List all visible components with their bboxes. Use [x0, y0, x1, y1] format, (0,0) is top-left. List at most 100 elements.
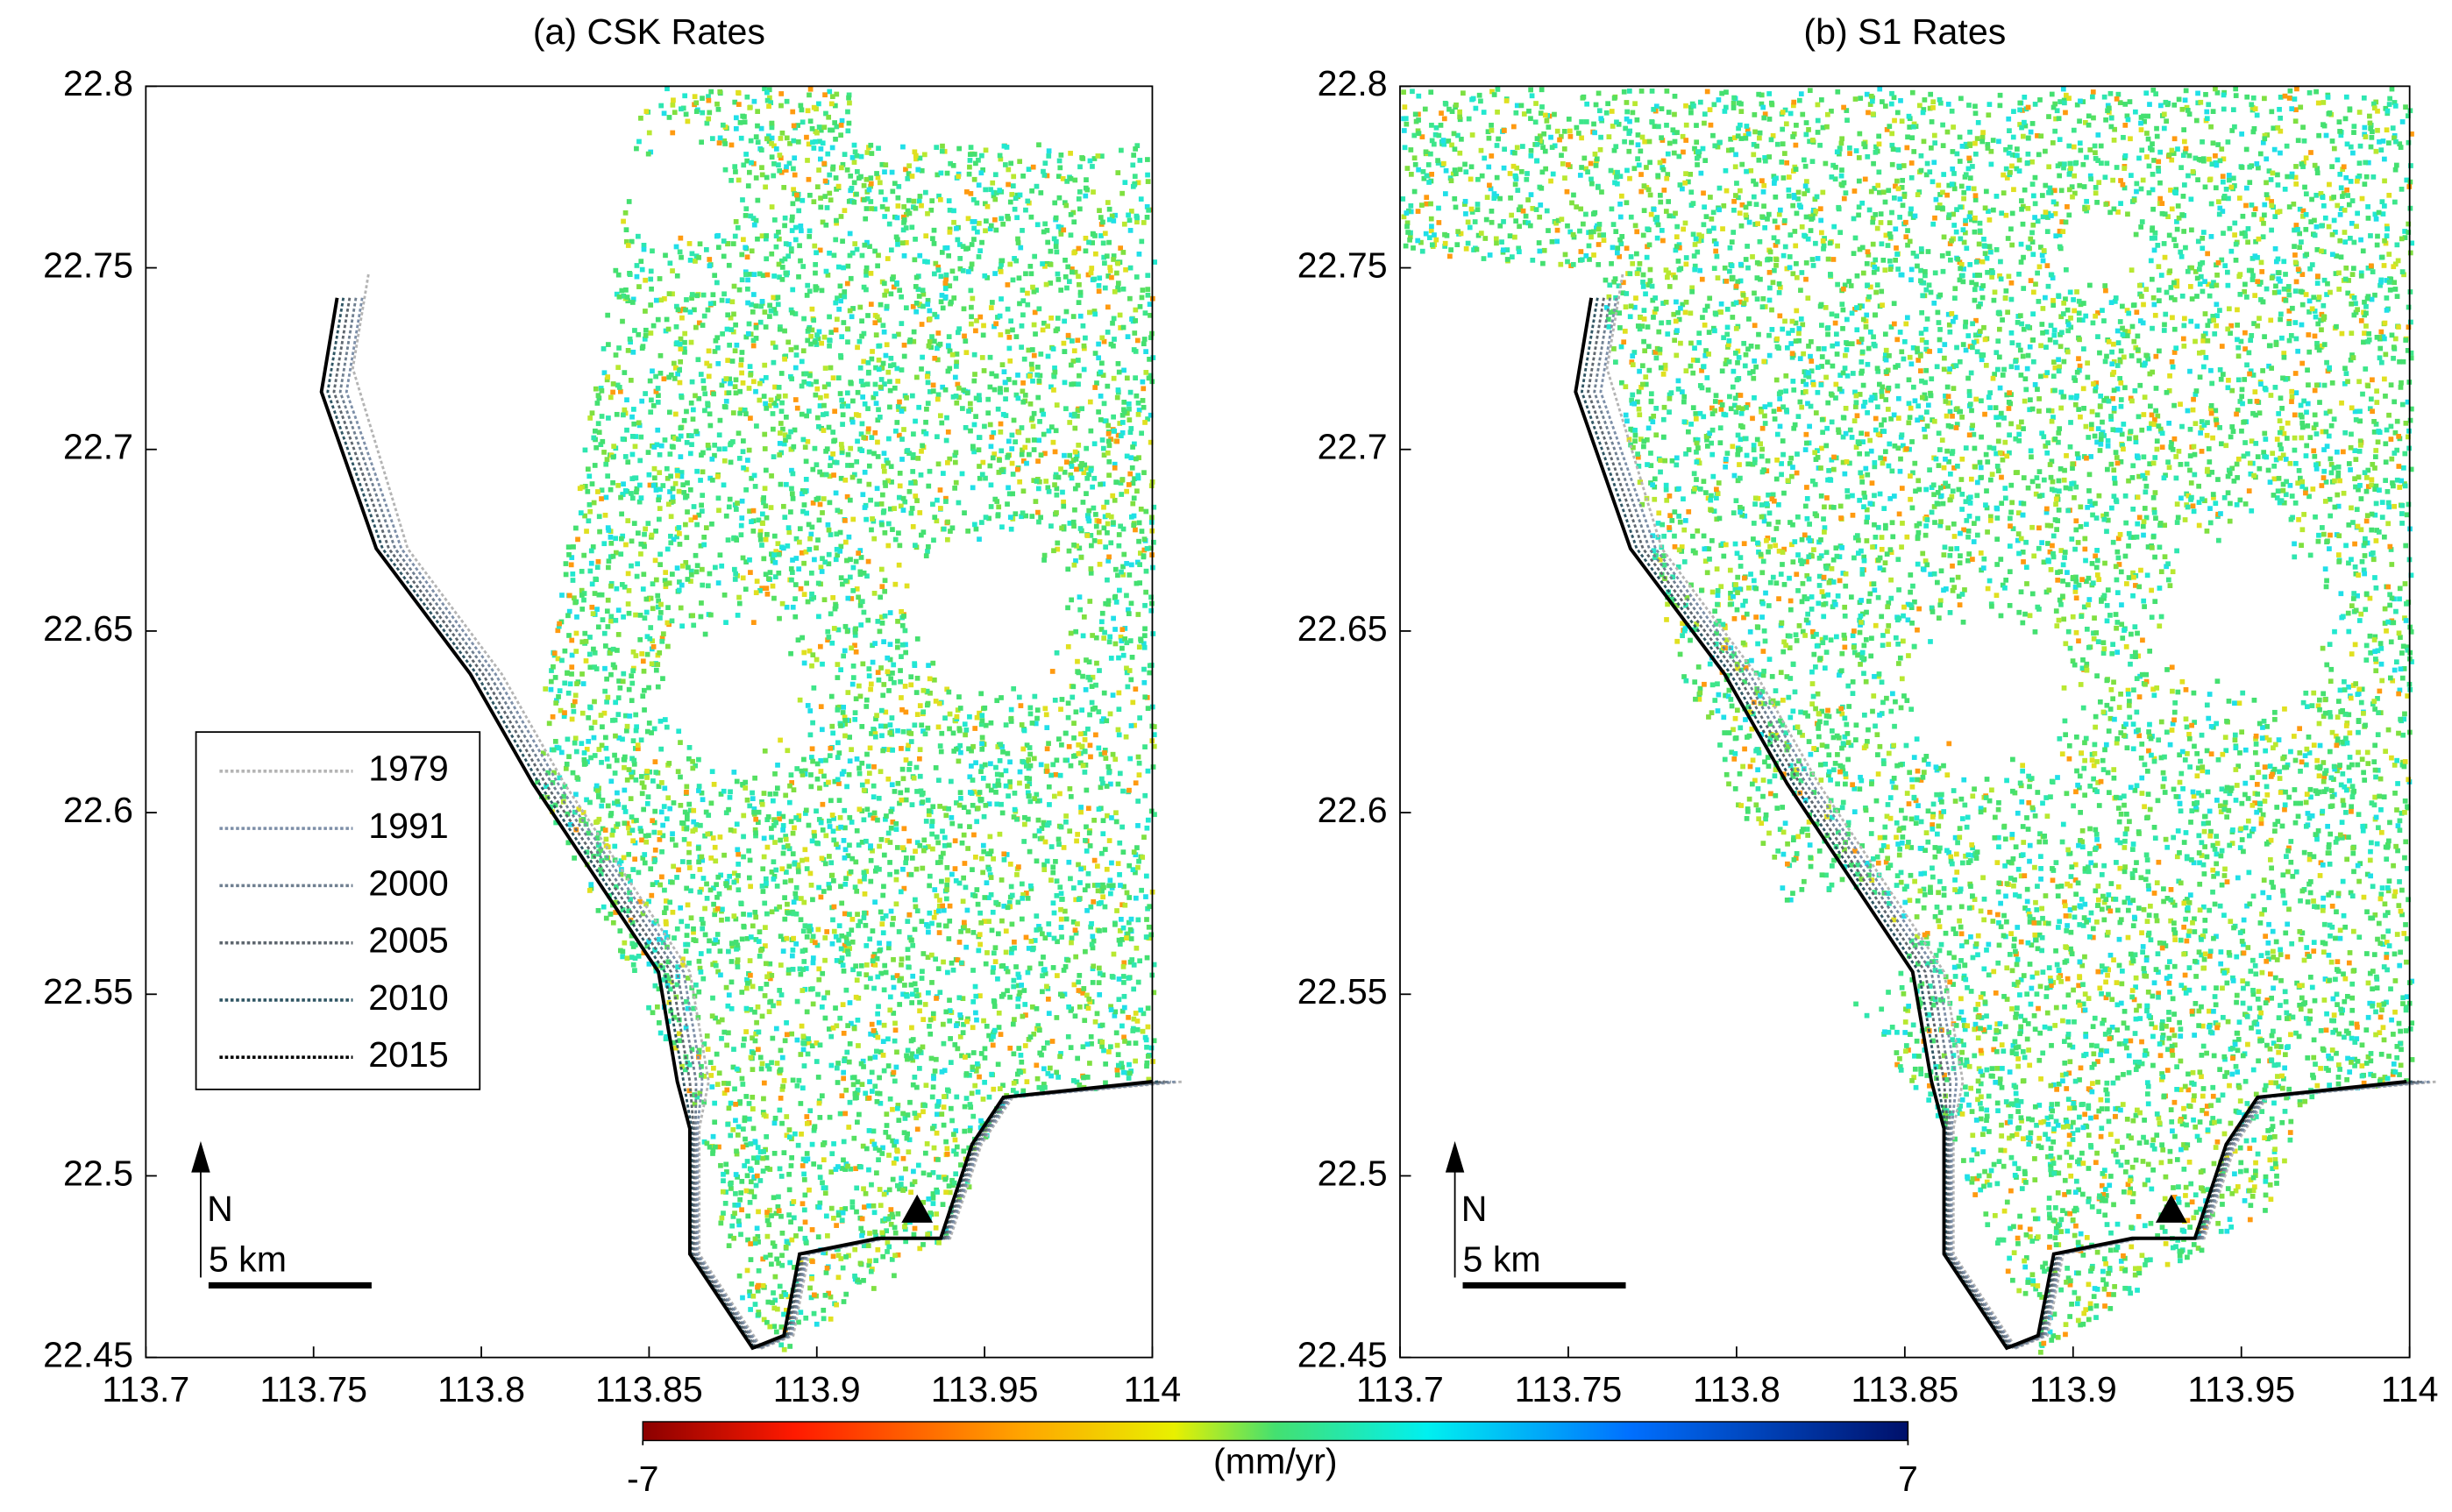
velocity-point — [901, 353, 907, 359]
velocity-point — [1142, 792, 1148, 799]
velocity-point — [1135, 979, 1141, 985]
velocity-point — [1080, 990, 1086, 996]
velocity-point — [784, 415, 789, 420]
velocity-point — [683, 1025, 689, 1031]
velocity-point — [827, 753, 833, 759]
velocity-point — [807, 118, 814, 124]
velocity-point — [894, 845, 900, 850]
velocity-point — [1096, 529, 1102, 536]
velocity-point — [919, 976, 925, 981]
velocity-point — [743, 1029, 749, 1034]
velocity-point — [904, 239, 909, 245]
velocity-point — [1067, 786, 1073, 791]
velocity-point — [966, 171, 972, 177]
velocity-point — [698, 372, 704, 377]
velocity-point — [769, 869, 775, 875]
velocity-point — [1066, 1004, 1071, 1010]
velocity-point — [721, 592, 728, 598]
velocity-point — [572, 692, 579, 699]
velocity-point — [569, 637, 575, 643]
velocity-point — [719, 382, 725, 388]
velocity-point — [600, 617, 606, 622]
velocity-point — [667, 806, 673, 812]
velocity-point — [998, 421, 1004, 427]
velocity-point — [741, 834, 746, 840]
velocity-point — [807, 86, 814, 92]
velocity-point — [807, 870, 814, 877]
velocity-point — [897, 471, 903, 476]
velocity-point — [902, 1116, 908, 1121]
velocity-point — [864, 972, 870, 978]
velocity-point — [936, 1098, 942, 1104]
velocity-point — [1044, 173, 1050, 179]
velocity-point — [939, 878, 944, 884]
velocity-point — [735, 500, 740, 506]
velocity-point — [671, 536, 677, 543]
velocity-point — [821, 1157, 827, 1163]
velocity-point — [1107, 267, 1113, 273]
velocity-point — [1048, 262, 1054, 267]
velocity-point — [619, 287, 625, 294]
velocity-point — [944, 882, 950, 888]
velocity-point — [1070, 358, 1077, 364]
velocity-point — [879, 584, 885, 590]
velocity-point — [1078, 760, 1084, 766]
velocity-point — [686, 960, 692, 966]
velocity-point — [880, 1053, 886, 1058]
velocity-point — [1013, 439, 1019, 444]
velocity-point — [736, 594, 742, 600]
velocity-point — [885, 776, 892, 782]
velocity-point — [802, 771, 808, 777]
velocity-point — [620, 318, 625, 324]
velocity-point — [830, 429, 836, 435]
velocity-point — [1072, 449, 1078, 455]
velocity-point — [715, 874, 721, 880]
velocity-point — [599, 414, 605, 419]
velocity-point — [794, 192, 800, 198]
velocity-point — [589, 481, 595, 486]
velocity-point — [1000, 221, 1006, 227]
velocity-point — [1027, 793, 1032, 799]
velocity-point — [1027, 763, 1034, 769]
velocity-point — [925, 371, 931, 377]
velocity-point — [1073, 954, 1079, 960]
velocity-point — [769, 1261, 774, 1267]
velocity-point — [913, 418, 918, 424]
velocity-point — [705, 583, 711, 589]
velocity-point — [1126, 1014, 1131, 1020]
velocity-point — [978, 769, 984, 775]
velocity-point — [792, 237, 799, 243]
velocity-point — [579, 741, 585, 747]
velocity-point — [1105, 813, 1110, 819]
velocity-point — [880, 1145, 885, 1151]
velocity-point — [1007, 1045, 1013, 1051]
velocity-point — [983, 187, 989, 193]
velocity-point — [856, 765, 862, 771]
velocity-point — [1056, 841, 1062, 848]
velocity-point — [842, 911, 848, 917]
velocity-point — [713, 564, 718, 571]
velocity-point — [1077, 880, 1083, 885]
velocity-point — [801, 650, 807, 656]
velocity-point — [913, 866, 920, 872]
velocity-point — [1054, 402, 1060, 408]
velocity-point — [1099, 850, 1105, 856]
velocity-point — [714, 473, 721, 479]
velocity-point — [777, 274, 782, 280]
velocity-point — [1076, 670, 1082, 676]
velocity-point — [777, 452, 783, 458]
velocity-point — [629, 238, 635, 245]
velocity-point — [762, 900, 768, 906]
velocity-point — [1088, 428, 1094, 434]
velocity-point — [890, 527, 895, 532]
velocity-point — [1134, 219, 1140, 225]
velocity-point — [727, 342, 733, 348]
velocity-point — [742, 1163, 747, 1168]
velocity-point — [804, 856, 810, 862]
velocity-point — [1089, 684, 1095, 689]
velocity-point — [715, 495, 721, 501]
velocity-point — [785, 970, 792, 976]
velocity-point — [1108, 781, 1113, 787]
velocity-point — [991, 1004, 998, 1009]
velocity-point — [1033, 331, 1038, 337]
